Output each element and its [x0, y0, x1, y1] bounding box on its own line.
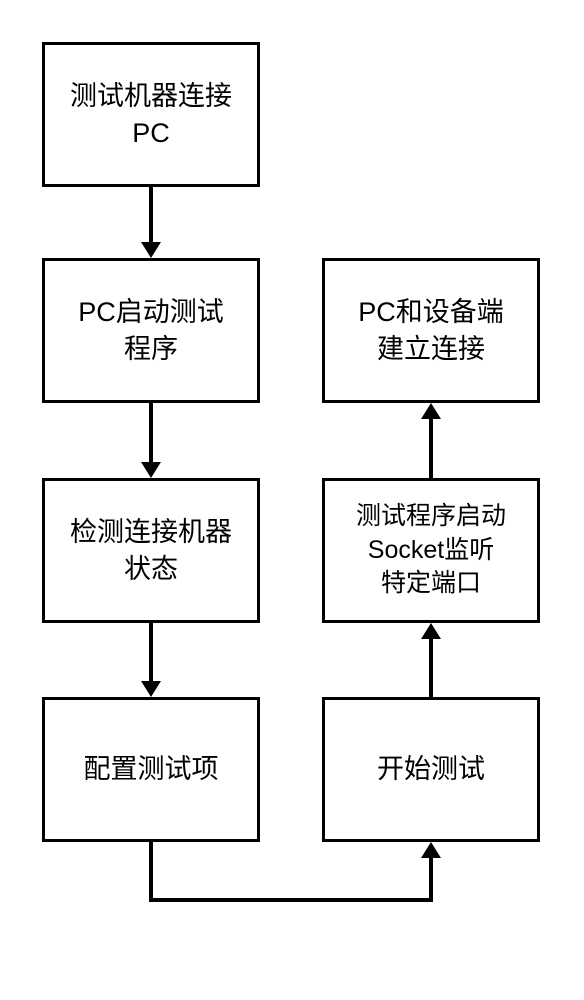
flow-edge-line [149, 403, 153, 462]
flow-node-n6: 测试程序启动Socket监听特定端口 [322, 478, 540, 623]
flow-node-n7: PC和设备端建立连接 [322, 258, 540, 403]
flow-node-n4: 配置测试项 [42, 697, 260, 842]
flow-node-n2: PC启动测试程序 [42, 258, 260, 403]
flow-node-label: 测试机器连接PC [70, 78, 232, 151]
flow-edge-line [149, 623, 153, 681]
flow-node-label: PC和设备端建立连接 [358, 294, 504, 367]
flow-edge-line [149, 842, 153, 902]
flow-edge-arrowhead [421, 623, 441, 639]
flow-edge-arrowhead [141, 462, 161, 478]
flow-edge-line [429, 419, 433, 478]
flow-edge-line [149, 187, 153, 242]
flow-node-n1: 测试机器连接PC [42, 42, 260, 187]
flow-edge-line [429, 639, 433, 697]
flow-node-label: 开始测试 [377, 751, 485, 787]
flow-node-label: 测试程序启动Socket监听特定端口 [356, 500, 506, 601]
flow-edge-line [429, 858, 433, 902]
flow-node-n5: 开始测试 [322, 697, 540, 842]
flow-edge-arrowhead [141, 681, 161, 697]
flow-edge-arrowhead [421, 403, 441, 419]
flow-node-label: 配置测试项 [84, 751, 219, 787]
flow-edge-line [149, 898, 433, 902]
flow-edge-arrowhead [141, 242, 161, 258]
flow-node-label: PC启动测试程序 [78, 294, 224, 367]
flow-edge-arrowhead [421, 842, 441, 858]
flow-node-label: 检测连接机器状态 [70, 514, 232, 587]
flowchart-canvas: 测试机器连接PC PC启动测试程序检测连接机器状态配置测试项 开始测试 测试程序启动S… [0, 0, 584, 1000]
flow-node-n3: 检测连接机器状态 [42, 478, 260, 623]
